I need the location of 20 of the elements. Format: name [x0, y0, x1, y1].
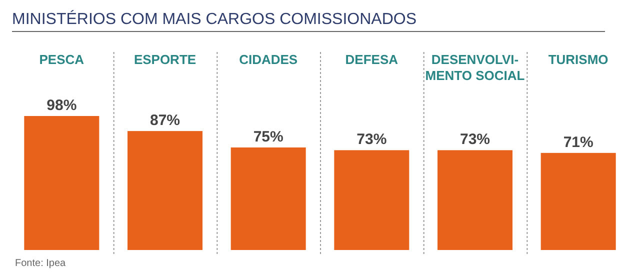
- bar: [24, 116, 100, 250]
- x-tick-label: DEFESA: [345, 52, 399, 67]
- bar: [438, 150, 512, 250]
- x-tick-label: TURISMO: [548, 52, 608, 67]
- bar: [128, 131, 202, 250]
- chart-title: MINISTÉRIOS COM MAIS CARGOS COMISSIONADOS: [12, 10, 416, 28]
- data-label: 75%: [253, 128, 284, 146]
- bar: [540, 152, 616, 250]
- x-tick-label: CIDADES: [239, 52, 298, 67]
- bar: [334, 150, 410, 250]
- data-label: 73%: [460, 131, 490, 148]
- source-note: Fonte: Ipea: [15, 258, 66, 269]
- bar: [230, 147, 306, 250]
- data-label: 73%: [356, 131, 387, 148]
- x-tick-label: DESENVOLVI- MENTO SOCIAL: [425, 52, 525, 83]
- x-tick-label: PESCA: [39, 52, 85, 67]
- x-tick-label: ESPORTE: [134, 52, 196, 67]
- data-label: 87%: [150, 112, 180, 130]
- data-label: 98%: [46, 97, 77, 114]
- data-label: 71%: [563, 134, 594, 151]
